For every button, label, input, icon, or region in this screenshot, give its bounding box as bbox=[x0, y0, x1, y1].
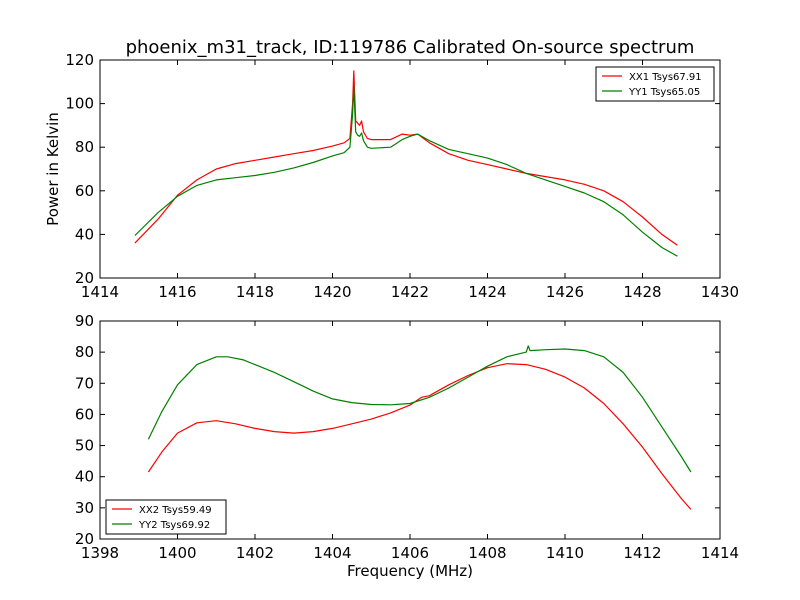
x-tick-label: 1428 bbox=[623, 283, 661, 301]
x-tick-label: 1422 bbox=[391, 283, 429, 301]
y-tick-label: 80 bbox=[75, 343, 94, 361]
y-axis-label: Power in Kelvin bbox=[44, 112, 62, 226]
y-tick-label: 40 bbox=[75, 225, 94, 243]
x-tick-label: 1402 bbox=[236, 544, 274, 562]
x-tick-label: 1414 bbox=[81, 283, 119, 301]
x-tick-label: 1410 bbox=[546, 544, 584, 562]
y-tick-label: 60 bbox=[75, 405, 94, 423]
legend-entry: XX1 Tsys67.91 bbox=[629, 72, 702, 83]
chart-title: phoenix_m31_track, ID:119786 Calibrated … bbox=[126, 37, 695, 58]
legend-entry: XX2 Tsys59.49 bbox=[139, 505, 212, 516]
y-tick-label: 100 bbox=[65, 95, 94, 113]
y-tick-label: 20 bbox=[75, 269, 94, 287]
y-tick-label: 90 bbox=[75, 312, 94, 330]
x-tick-label: 1400 bbox=[158, 544, 196, 562]
legend-box-1 bbox=[105, 499, 227, 535]
x-tick-label: 1420 bbox=[313, 283, 351, 301]
x-tick-label: 1424 bbox=[468, 283, 506, 301]
x-tick-label: 1408 bbox=[468, 544, 506, 562]
y-tick-label: 70 bbox=[75, 374, 94, 392]
series-line-1-1 bbox=[147, 345, 692, 473]
x-tick-label: 1398 bbox=[81, 544, 119, 562]
legend-entry: YY2 Tsys69.92 bbox=[138, 520, 210, 531]
x-tick-label: 1418 bbox=[236, 283, 274, 301]
y-tick-label: 60 bbox=[75, 182, 94, 200]
y-tick-label: 80 bbox=[75, 138, 94, 156]
series-line-1-0 bbox=[147, 363, 692, 510]
legend-box-0 bbox=[595, 66, 715, 102]
x-axis-label: Frequency (MHz) bbox=[347, 562, 473, 580]
bottom-spectrum-panel: 1398 1400 1402 1404 1406 1408 1410 1412 1414 20 30… bbox=[75, 312, 739, 580]
series-line-0-0 bbox=[134, 70, 678, 246]
y-tick-label: 30 bbox=[75, 499, 94, 517]
x-tick-label: 1426 bbox=[546, 283, 584, 301]
y-tick-label: 40 bbox=[75, 468, 94, 486]
x-tick-label: 1416 bbox=[158, 283, 196, 301]
x-tick-label: 1430 bbox=[701, 283, 739, 301]
legend-entry: YY1 Tsys65.05 bbox=[628, 87, 700, 98]
x-tick-label: 1414 bbox=[701, 544, 739, 562]
x-tick-label: 1404 bbox=[313, 544, 351, 562]
y-tick-label: 20 bbox=[75, 530, 94, 548]
x-tick-label: 1412 bbox=[623, 544, 661, 562]
y-tick-label: 120 bbox=[65, 51, 94, 69]
x-tick-label: 1406 bbox=[391, 544, 429, 562]
y-tick-label: 50 bbox=[75, 437, 94, 455]
series-line-0-1 bbox=[134, 85, 678, 257]
top-spectrum-panel: 1414 1416 1418 1420 1422 1424 1426 1428 1430 20 40… bbox=[44, 51, 739, 301]
